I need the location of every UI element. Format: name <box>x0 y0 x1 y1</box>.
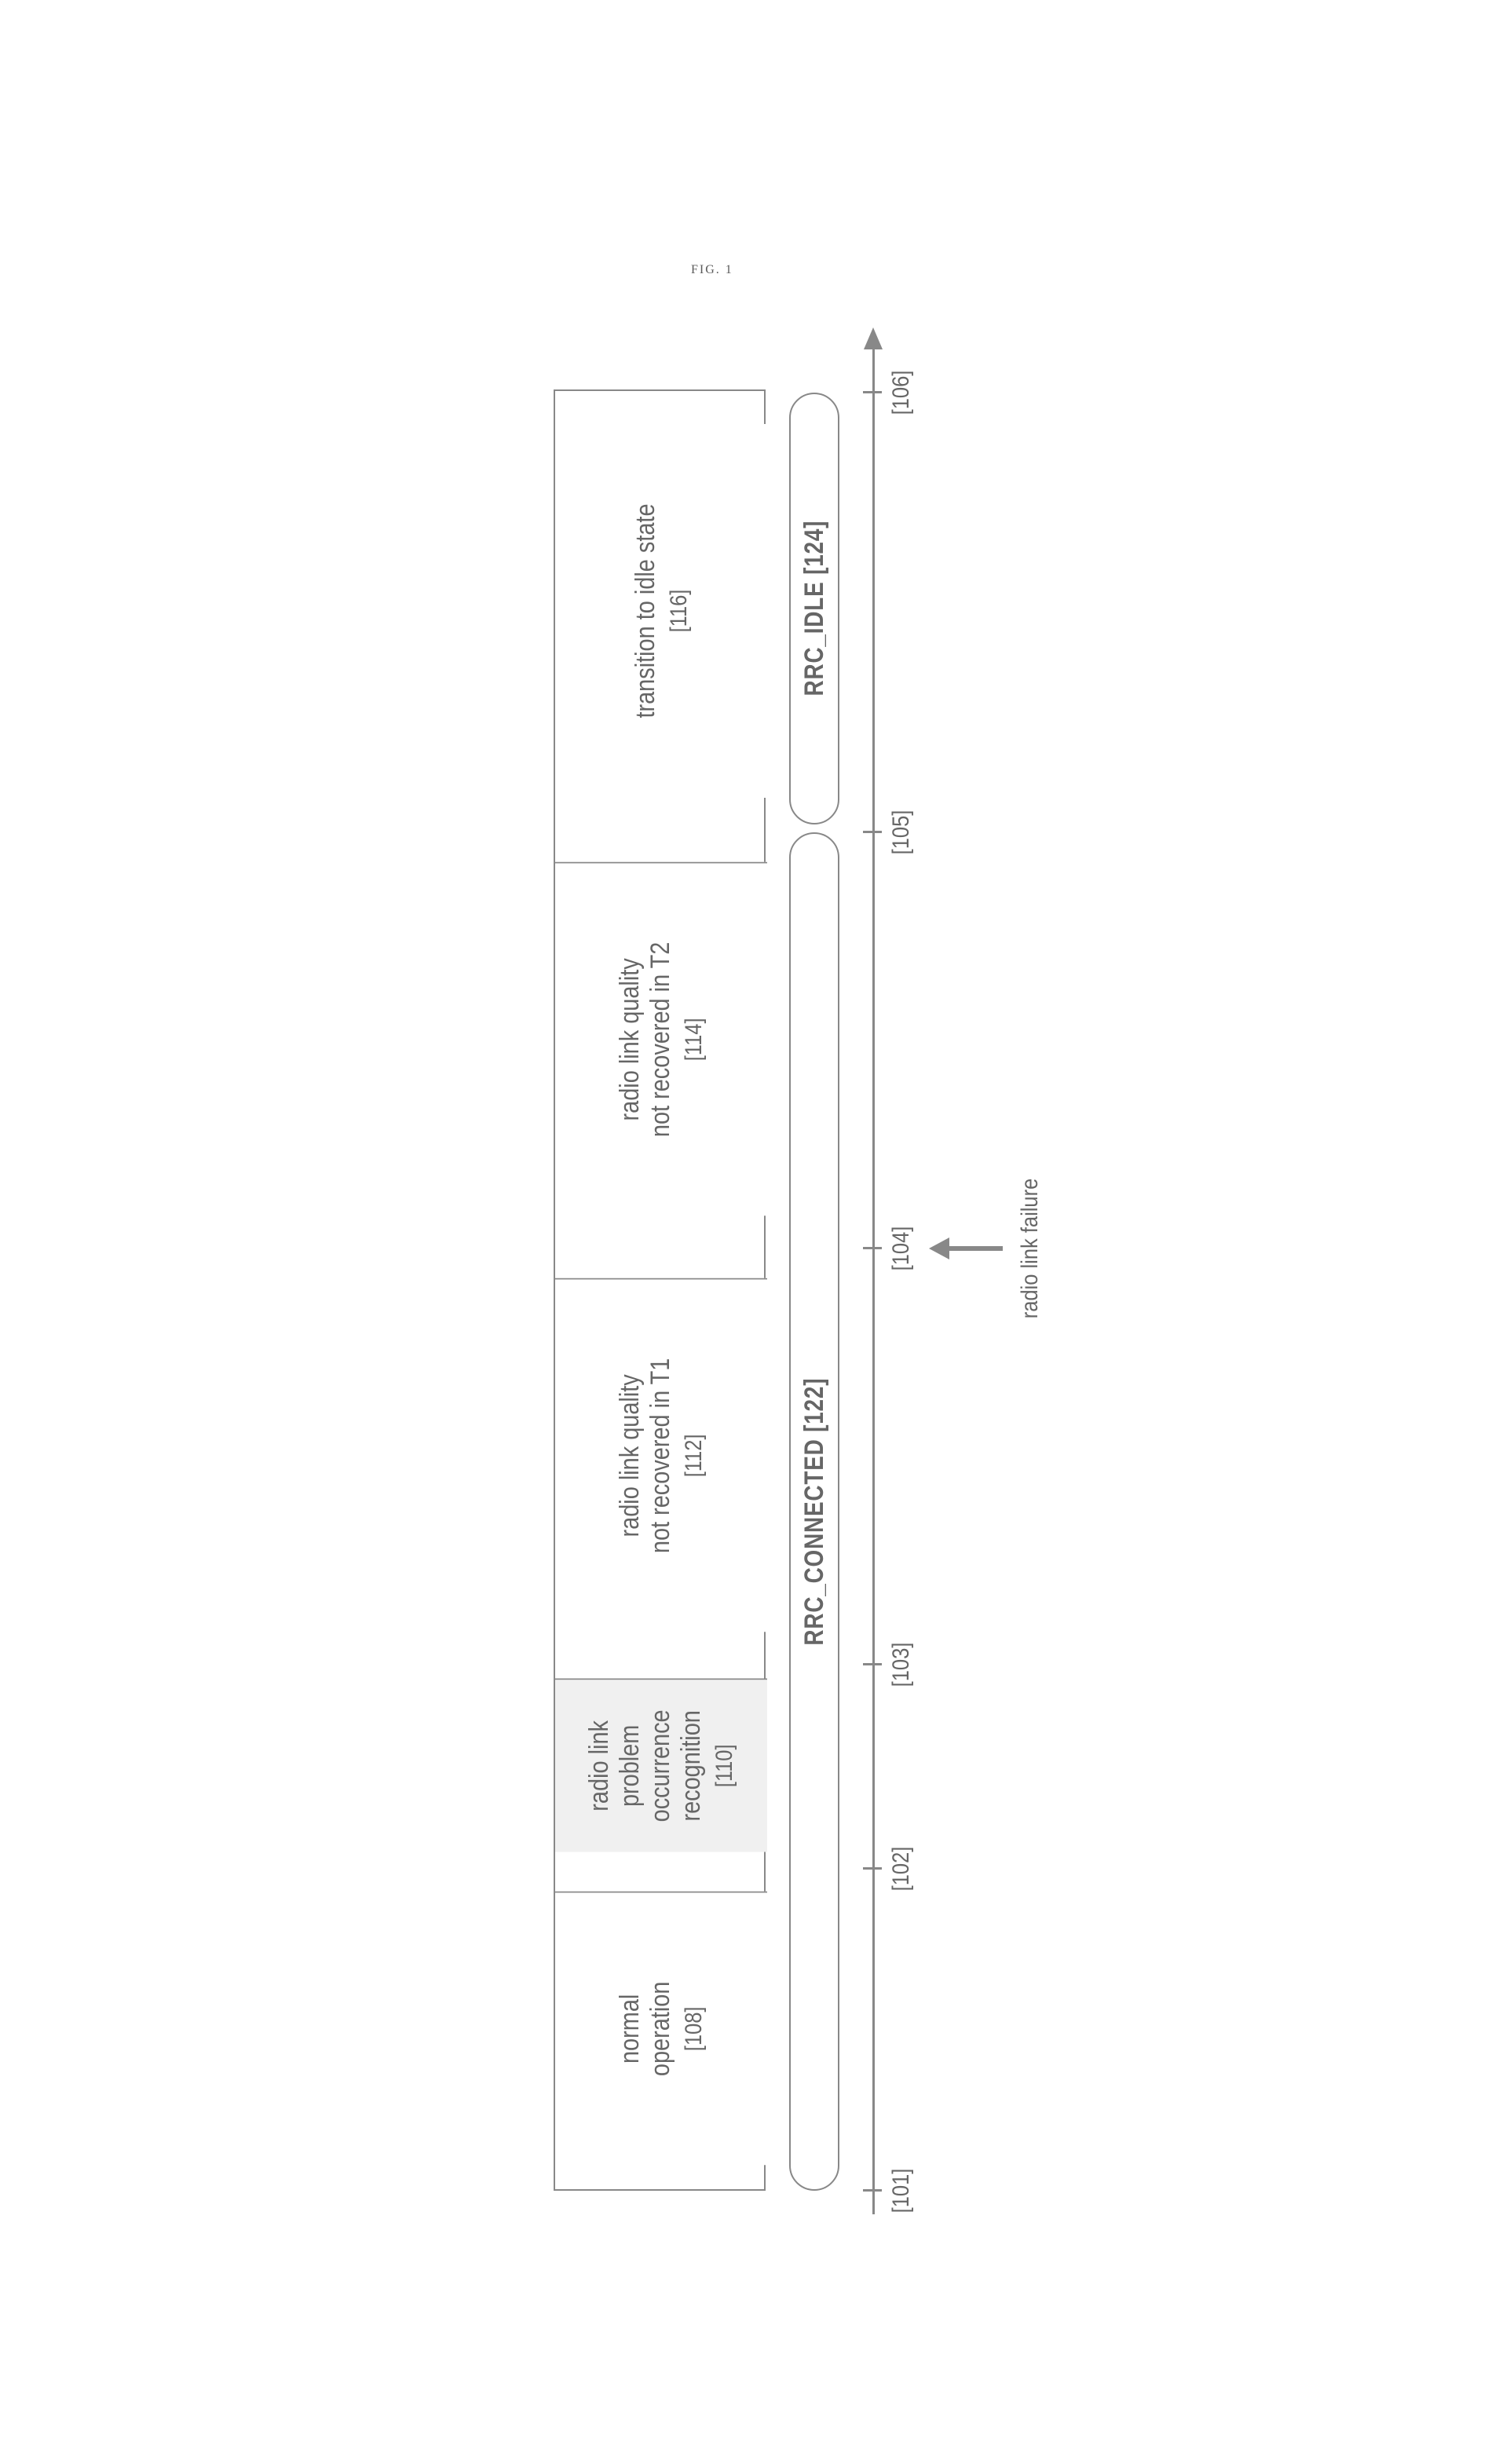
phase-box-3: radio link qualitynot recovered in T2[11… <box>555 862 767 1216</box>
phase-box-line: occurrence <box>645 1680 676 1852</box>
axis-tick-label-0: [101] <box>888 2151 915 2231</box>
axis-tick-2 <box>863 1663 882 1665</box>
phase-box-ref: [114] <box>681 942 707 1137</box>
phase-boxes-row: normaloperation[108] radio link problemoc… <box>554 389 766 2191</box>
phase-box-text: radio link qualitynot recovered in T2[11… <box>615 942 707 1137</box>
axis-tick-label-3: [104] <box>888 1208 915 1289</box>
phase-box-1: radio link problemoccurrencerecognition[… <box>555 1679 767 1852</box>
axis-tick-label-5: [106] <box>888 353 915 433</box>
event-arrow-head-icon <box>929 1237 949 1259</box>
state-pill-label: RRC_IDLE [124] <box>799 521 830 696</box>
phase-box-4: transition to idle state[116] <box>555 424 767 798</box>
phase-box-line: recognition <box>676 1680 707 1852</box>
phase-box-text: normaloperation[108] <box>615 1982 707 2077</box>
phase-box-ref: [112] <box>681 1358 707 1553</box>
phase-box-line: normal <box>615 1982 645 2077</box>
phase-box-line: operation <box>645 1982 676 2077</box>
figure-title: FIG. 1 <box>691 263 733 277</box>
axis-tick-1 <box>863 1867 882 1870</box>
phase-box-line: radio link problem <box>584 1680 645 1852</box>
diagram-container: normaloperation[108] radio link problemoc… <box>554 298 1064 2191</box>
axis-tick-0 <box>863 2189 882 2192</box>
event-label: radio link failure <box>1017 1155 1044 1342</box>
event-arrow-shaft <box>948 1246 1003 1251</box>
phase-box-ref: [110] <box>711 1680 738 1852</box>
state-pill-1: RRC_IDLE [124] <box>789 393 839 824</box>
phase-box-line: not recovered in T2 <box>645 942 676 1137</box>
phase-box-line: radio link quality <box>615 942 645 1137</box>
axis-tick-3 <box>863 1247 882 1249</box>
phase-box-text: radio link qualitynot recovered in T1[11… <box>615 1358 707 1553</box>
state-pill-label: RRC_CONNECTED [122] <box>799 1378 830 1646</box>
phase-box-2: radio link qualitynot recovered in T1[11… <box>555 1278 767 1632</box>
state-pill-0: RRC_CONNECTED [122] <box>789 832 839 2191</box>
axis-tick-label-2: [103] <box>888 1625 915 1705</box>
phase-box-line: transition to idle state <box>631 503 661 718</box>
axis-arrow-head-icon <box>864 327 883 349</box>
phase-box-line: radio link quality <box>615 1358 645 1553</box>
phase-box-ref: [116] <box>666 503 693 718</box>
phase-box-0: normaloperation[108] <box>555 1892 767 2166</box>
axis-tick-label-4: [105] <box>888 792 915 872</box>
axis-tick-4 <box>863 831 882 833</box>
time-axis <box>872 345 875 2214</box>
phase-box-line: not recovered in T1 <box>645 1358 676 1553</box>
phase-box-ref: [108] <box>681 1982 707 2077</box>
phase-box-text: transition to idle state[116] <box>631 503 693 718</box>
axis-tick-5 <box>863 391 882 393</box>
phase-box-text: radio link problemoccurrencerecognition[… <box>584 1680 738 1852</box>
axis-tick-label-1: [102] <box>888 1829 915 1909</box>
